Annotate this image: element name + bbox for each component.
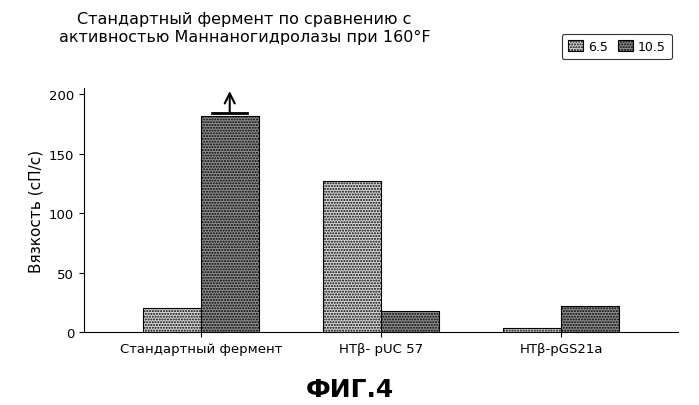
Bar	[561, 306, 619, 332]
Bar	[503, 328, 561, 332]
Bar	[143, 308, 201, 332]
Bar	[201, 116, 259, 332]
Text: ФИГ.4: ФИГ.4	[305, 377, 394, 401]
Text: Стандартный фермент по сравнению с
активностью Маннаногидролазы при 160°F: Стандартный фермент по сравнению с актив…	[59, 12, 431, 45]
Bar	[324, 181, 381, 332]
Legend: 6.5, 10.5: 6.5, 10.5	[561, 34, 672, 60]
Y-axis label: Вязкость (сП/с): Вязкость (сП/с)	[28, 149, 43, 272]
Bar	[381, 311, 438, 332]
